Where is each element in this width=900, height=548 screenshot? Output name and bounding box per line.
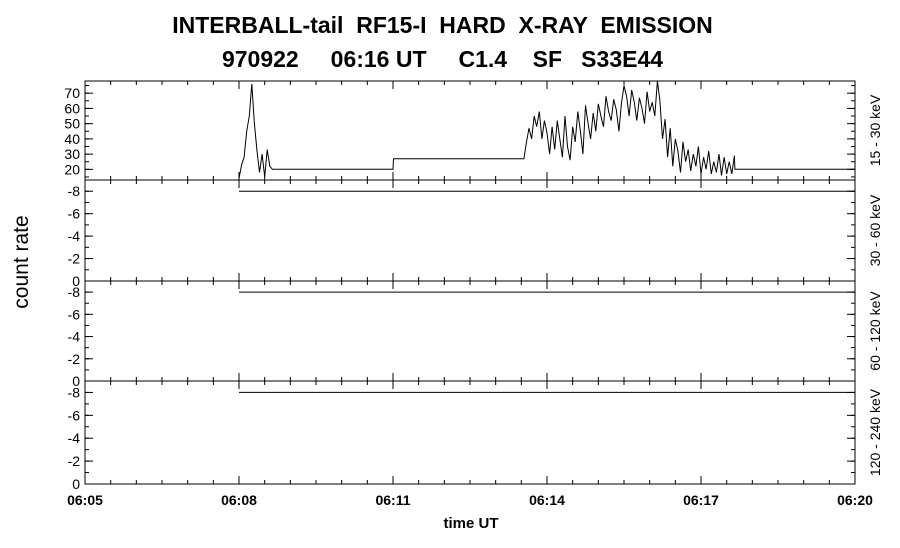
x-tick-label: 06:05 [67, 492, 103, 508]
y-tick-label: -8 [68, 284, 81, 300]
y-tick-label: 0 [72, 273, 80, 289]
panel-energy-label: 60 - 120 keV [867, 291, 883, 371]
y-tick-label: -4 [68, 329, 81, 345]
series-line [238, 80, 855, 179]
x-tick-label: 06:20 [837, 492, 873, 508]
panel-frame [84, 380, 856, 485]
y-tick-label: -2 [68, 251, 81, 267]
y-tick-label: -8 [68, 183, 81, 199]
y-tick-label: -6 [68, 206, 81, 222]
y-tick-label: -2 [68, 453, 81, 469]
y-tick-label: 0 [72, 373, 80, 389]
y-tick-label: -6 [68, 407, 81, 423]
x-tick-label: 06:14 [529, 492, 565, 508]
panel-energy-label: 120 - 240 keV [867, 388, 883, 476]
y-tick-label: -4 [68, 228, 81, 244]
y-tick-label: -4 [68, 430, 81, 446]
y-tick-label: 0 [72, 476, 80, 492]
panel-frame [84, 80, 856, 181]
panel-4: -8 -6 -4 -2 0 120 - 240 keV [68, 380, 883, 492]
x-tick-label: 06:11 [375, 492, 410, 508]
panel-frame [84, 280, 856, 382]
y-tick-label: -2 [68, 351, 81, 367]
panel-3: -8 -6 -4 -2 0 60 - 120 keV [68, 280, 883, 389]
y-axis-label: count rate [10, 215, 33, 308]
y-tick-label: 30 [64, 146, 80, 162]
panel-2: -8 -6 -4 -2 0 30 - 60 keV [68, 179, 883, 289]
chart-subtitle: 970922 06:16 UT C1.4 SF S33E44 [221, 46, 664, 72]
y-tick-label: 70 [64, 85, 80, 101]
panel-energy-label: 15 - 30 keV [867, 94, 883, 166]
y-tick-label: 60 [64, 100, 80, 116]
x-tick-label: 06:17 [683, 492, 719, 508]
panel-frame [84, 179, 856, 282]
panel-energy-label: 30 - 60 keV [867, 194, 883, 266]
y-tick-label: 40 [64, 131, 80, 147]
y-tick-label: 50 [64, 116, 80, 132]
x-axis-label: time UT [443, 515, 498, 532]
x-tick-label: 06:08 [221, 492, 257, 508]
y-tick-label: -8 [68, 384, 81, 400]
chart-title: INTERBALL-tail RF15-I HARD X-RAY EMISSIO… [172, 12, 713, 38]
y-tick-label: -6 [68, 306, 81, 322]
y-tick-label: 20 [64, 161, 80, 177]
